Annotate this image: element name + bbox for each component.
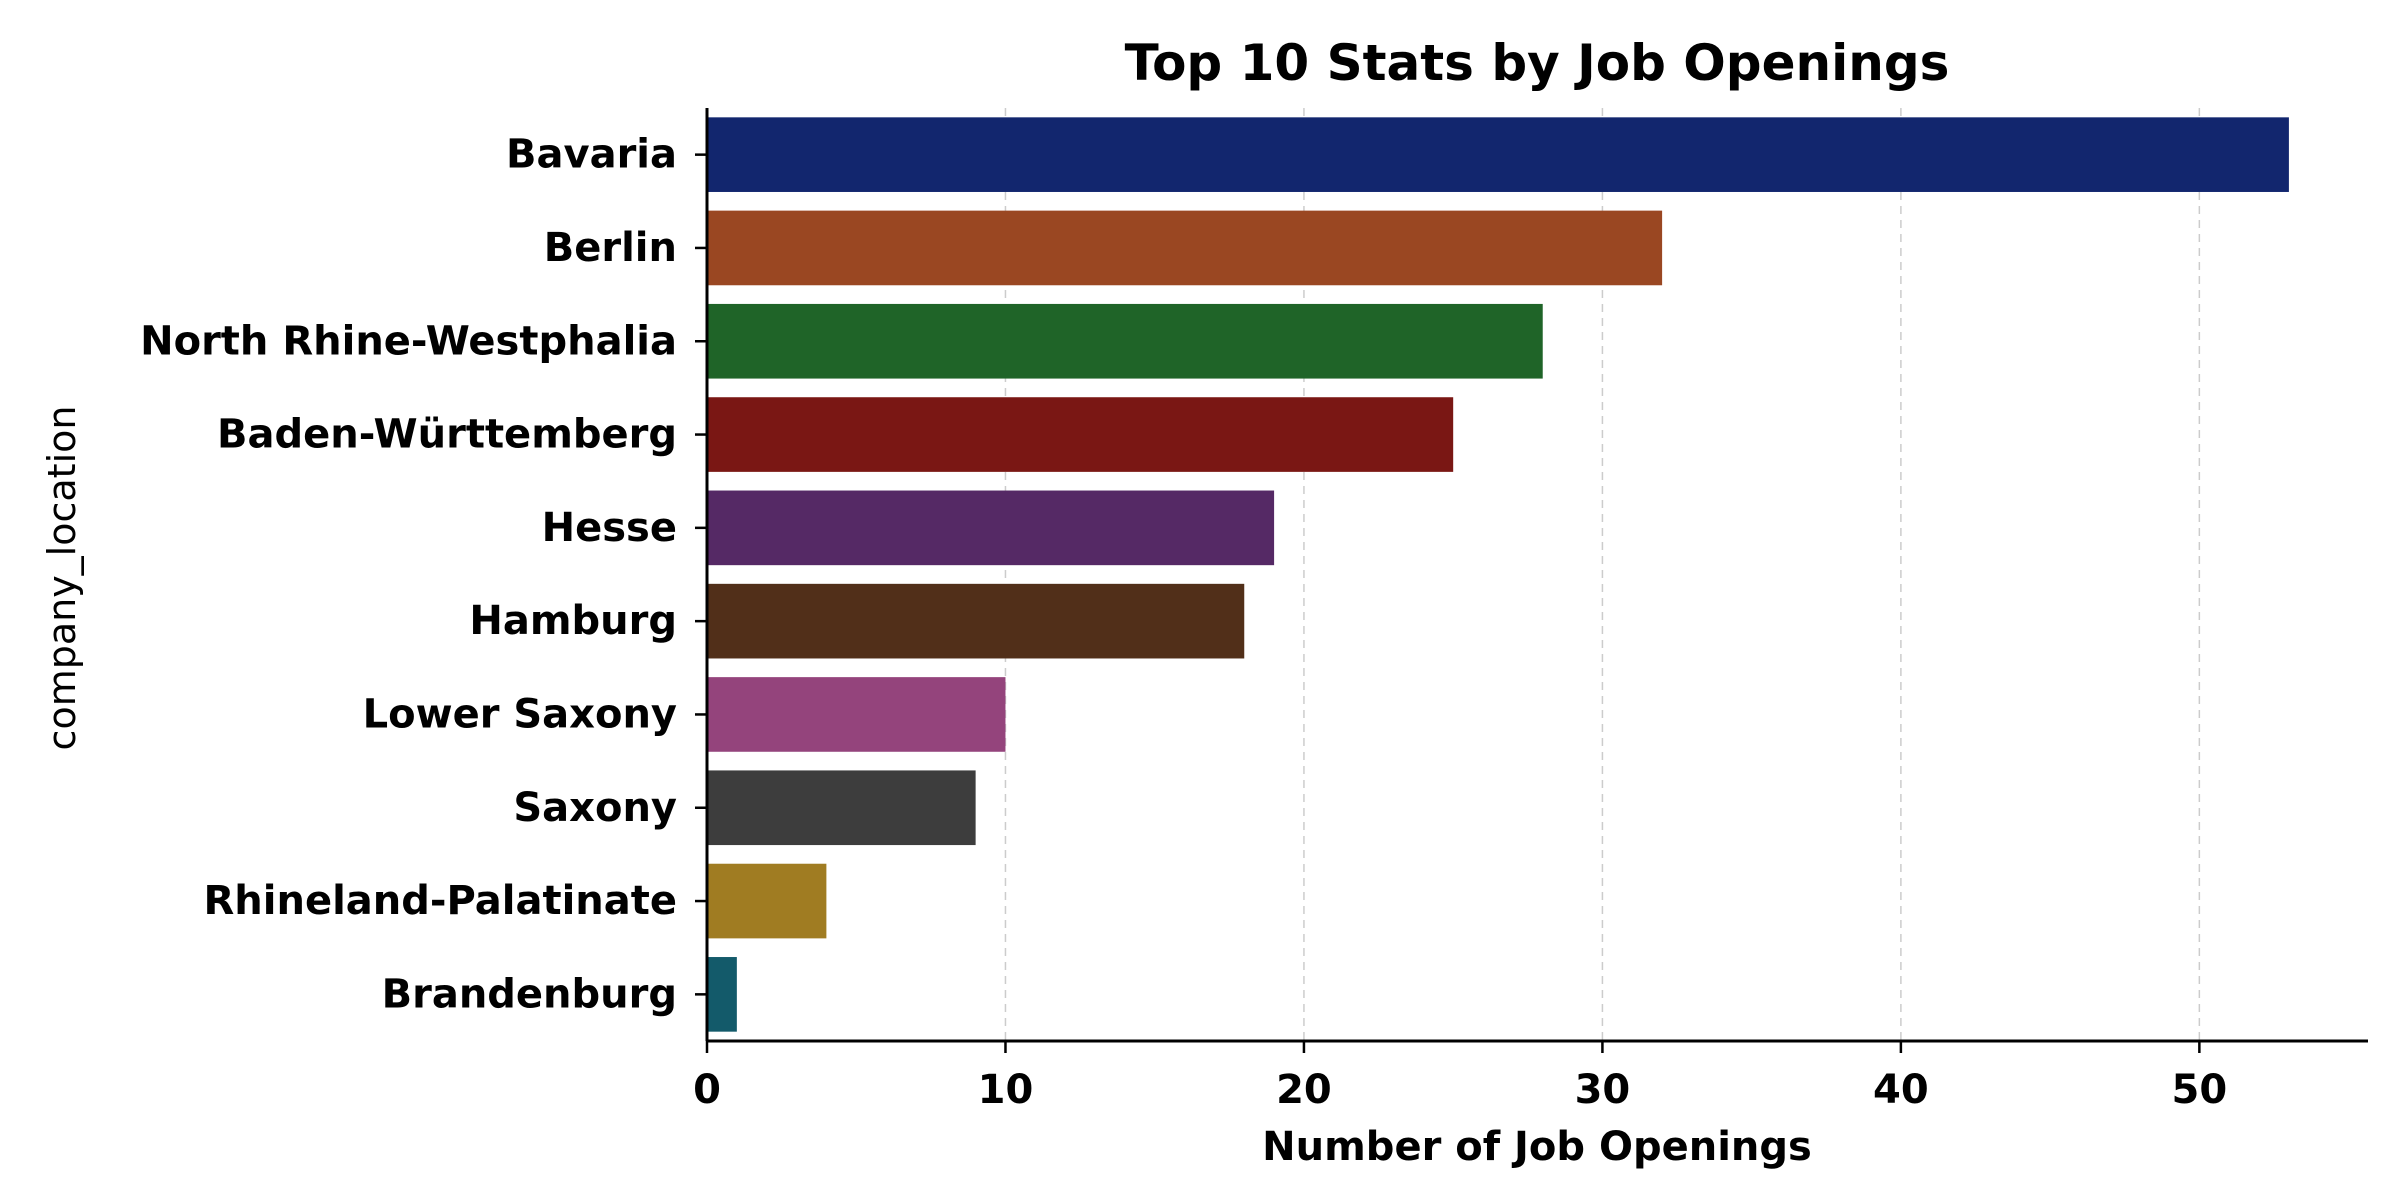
y-axis-title: company_location [40,406,84,751]
bar-berlin [707,210,1663,286]
bar-layer [707,117,2289,1032]
x-tick-label: 30 [1575,1067,1631,1113]
bar-north-rhine-westphalia [707,303,1543,379]
x-tick-label: 10 [978,1067,1034,1113]
category-label: Berlin [544,225,677,271]
bar-brandenburg [707,957,737,1032]
category-label: Baden-Württemberg [217,412,677,458]
bar-baden-w-rttemberg [707,397,1454,472]
category-label: North Rhine-Westphalia [140,318,677,364]
category-label: Hesse [542,505,677,551]
bar-rhineland-palatinate [707,863,827,939]
x-tick-label: 20 [1276,1067,1332,1113]
x-tick-label: 0 [693,1067,721,1113]
category-label: Rhineland-Palatinate [204,878,678,924]
category-label: Hamburg [469,598,677,644]
bar-hesse [707,490,1275,566]
bar-hamburg [707,583,1245,659]
category-label: Bavaria [506,132,677,178]
x-tick-label: 50 [2172,1067,2228,1113]
category-label: Saxony [513,785,677,831]
category-label: Lower Saxony [363,691,677,737]
axis-layer [695,108,2368,1053]
bar-lower-saxony [707,677,1006,752]
chart-title: Top 10 Stats by Job Openings [1125,34,1950,92]
x-tick-label: 40 [1873,1067,1929,1113]
x-axis-title: Number of Job Openings [1262,1124,1812,1170]
bar-bavaria [707,117,2289,192]
bar-saxony [707,770,976,846]
category-label: Brandenburg [382,971,677,1017]
label-layer: 0 10 20 30 40 50 Bavaria Berlin North Rhine-West… [140,132,2227,1113]
